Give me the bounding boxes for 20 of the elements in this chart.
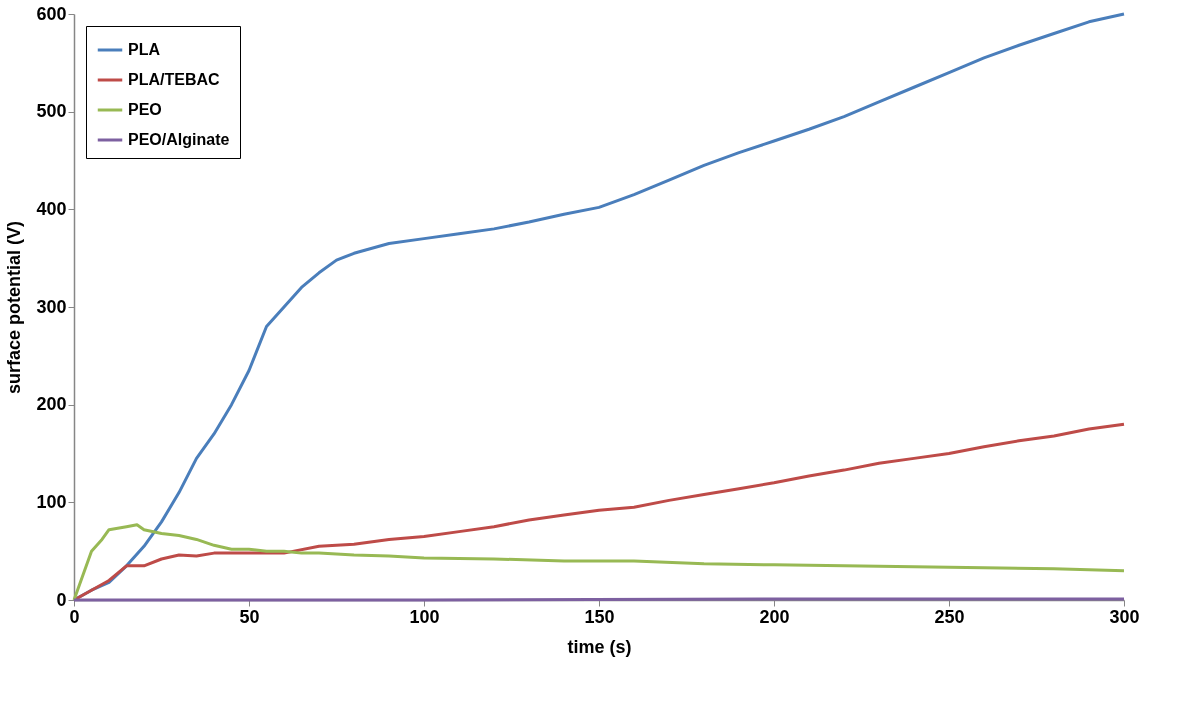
- y-tick-label: 0: [56, 589, 67, 610]
- x-tick-label: 250: [934, 606, 965, 627]
- legend-label: PEO/Alginate: [128, 131, 230, 148]
- x-axis-title: time (s): [567, 636, 632, 657]
- y-tick-label: 300: [36, 296, 67, 317]
- x-tick-label: 100: [409, 606, 440, 627]
- y-tick-label: 600: [36, 3, 67, 24]
- legend-label: PEO: [128, 101, 162, 118]
- y-tick-label: 200: [36, 394, 67, 415]
- x-tick-label: 150: [584, 606, 615, 627]
- y-tick-label: 100: [36, 491, 67, 512]
- x-tick-label: 50: [239, 606, 260, 627]
- legend-label: PLA/TEBAC: [128, 71, 220, 88]
- legend-label: PLA: [128, 41, 161, 58]
- x-tick-label: 200: [759, 606, 790, 627]
- x-tick-label: 0: [69, 606, 80, 627]
- y-tick-label: 500: [36, 101, 67, 122]
- x-tick-label: 300: [1109, 606, 1140, 627]
- y-axis-title: surface potential (V): [4, 220, 25, 395]
- y-tick-label: 400: [36, 198, 67, 219]
